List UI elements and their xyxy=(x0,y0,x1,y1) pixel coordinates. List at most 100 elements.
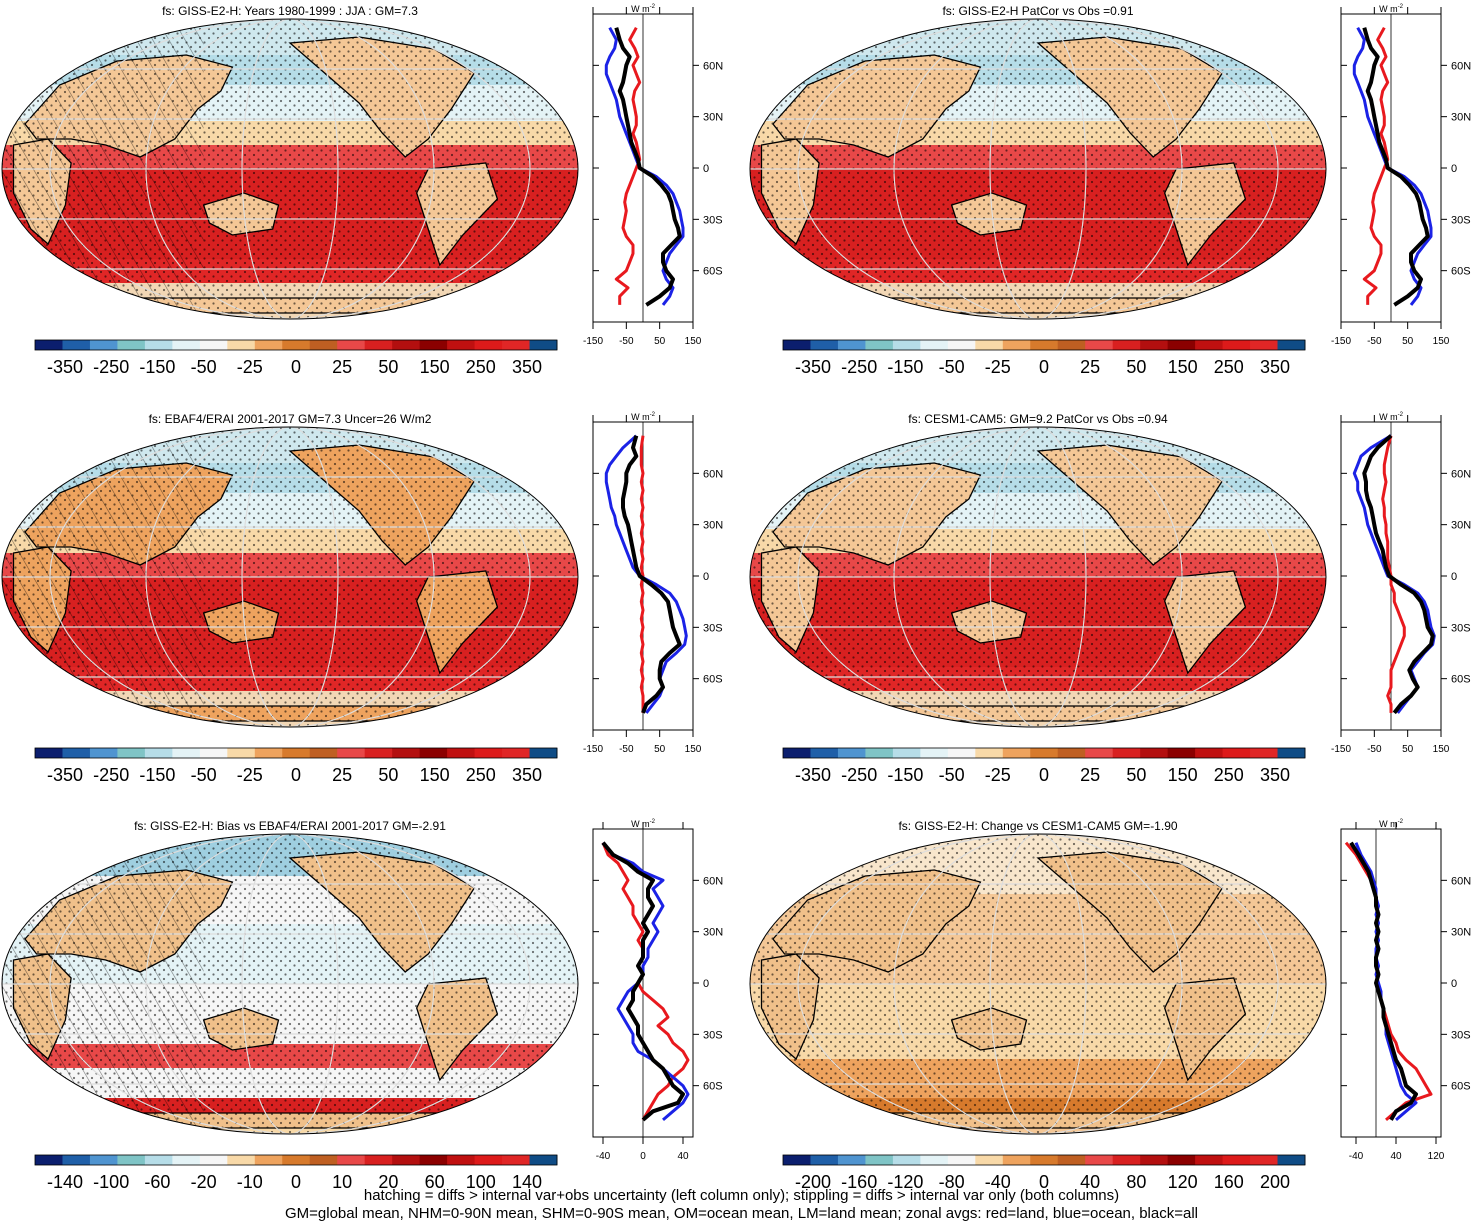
x-tick-label: -40 xyxy=(596,1151,611,1162)
profile-frame xyxy=(1340,828,1442,1138)
colorbar-label: 100 xyxy=(466,1172,496,1192)
colorbar-swatch xyxy=(419,748,448,758)
colorbar-swatch xyxy=(810,1155,839,1165)
y-tick-label: 30N xyxy=(703,112,723,124)
longitude-line xyxy=(241,427,339,727)
colorbar-swatch xyxy=(865,748,894,758)
colorbar-swatch xyxy=(364,748,393,758)
colorbar-swatch xyxy=(1167,1155,1196,1165)
colorbar-label: 0 xyxy=(1039,765,1049,785)
x-tick-label: -150 xyxy=(583,744,603,755)
colorbar-swatch xyxy=(920,1155,949,1165)
colorbar-swatch xyxy=(502,748,531,758)
y-tick-label: 0 xyxy=(703,978,709,990)
colorbar-swatch xyxy=(1250,340,1279,350)
footer-hatching-note: hatching = diffs > internal var+obs unce… xyxy=(363,1187,1120,1204)
colorbar-swatch xyxy=(419,1155,448,1165)
units-exponent: -2 xyxy=(650,412,656,418)
colorbar-swatch xyxy=(1002,340,1031,350)
colorbar-label: -50 xyxy=(191,765,217,785)
x-tick-label: 150 xyxy=(1433,744,1450,755)
colorbar-label: 0 xyxy=(1039,1172,1049,1192)
colorbar-frame xyxy=(782,1154,1306,1166)
x-tick-label: -50 xyxy=(619,744,634,755)
x-tick-label: 50 xyxy=(654,744,666,755)
colorbar-label: 250 xyxy=(1214,357,1244,377)
colorbar-label: 120 xyxy=(1168,1172,1198,1192)
y-tick-label: 30S xyxy=(703,214,723,226)
colorbar-label: 50 xyxy=(378,357,398,377)
colorbar-label: -350 xyxy=(795,357,831,377)
map-outline xyxy=(749,18,1327,320)
colorbar-swatch xyxy=(474,1155,503,1165)
colorbar-swatch xyxy=(810,748,839,758)
all-profile-line xyxy=(601,841,685,1122)
colorbar-swatch xyxy=(865,340,894,350)
profile-units: W m-2 xyxy=(631,4,655,14)
colorbar-swatch xyxy=(865,1155,894,1165)
y-tick-label: 60N xyxy=(1451,60,1471,72)
x-tick-label: -150 xyxy=(583,336,603,347)
y-tick-label: 60S xyxy=(703,266,723,278)
y-tick-label: 30S xyxy=(703,622,723,634)
colorbar-swatch xyxy=(144,1155,173,1165)
y-tick-label: 30N xyxy=(703,520,723,532)
colorbar-label: 350 xyxy=(1260,357,1290,377)
colorbar-swatch xyxy=(1112,340,1141,350)
x-tick-label: 40 xyxy=(1390,1151,1402,1162)
colorbar-frame xyxy=(782,747,1306,759)
y-tick-label: 60N xyxy=(1451,468,1471,480)
colorbar-label: 150 xyxy=(420,765,450,785)
colorbar-swatch xyxy=(309,340,338,350)
longitude-line xyxy=(145,834,435,1134)
y-tick-label: 60N xyxy=(703,875,723,887)
colorbar-swatch xyxy=(975,748,1004,758)
colorbar-label: 25 xyxy=(1080,765,1100,785)
colorbar-label: -20 xyxy=(191,1172,217,1192)
all-profile-line xyxy=(1362,27,1430,307)
colorbar-swatch xyxy=(947,340,976,350)
colorbar-label: 350 xyxy=(1260,765,1290,785)
footer-means-note: GM=global mean, NHM=0-90N mean, SHM=0-90… xyxy=(284,1205,1198,1222)
longitude-line xyxy=(49,834,531,1134)
longitude-line xyxy=(893,19,1183,319)
colorbar-label: -200 xyxy=(795,1172,831,1192)
zonal-profile: 60N 30N 0 30S 60S -150 -50 50 150 W m-2 xyxy=(583,4,723,347)
colorbar-swatch xyxy=(1277,748,1306,758)
colorbar-swatch xyxy=(199,1155,228,1165)
y-tick-label: 0 xyxy=(1451,978,1457,990)
y-tick-label: 30N xyxy=(1451,927,1471,939)
colorbar-swatch xyxy=(254,1155,283,1165)
colorbar-swatch xyxy=(364,340,393,350)
zonal-profile: 60N 30N 0 30S 60S -40 0 40 W m-2 xyxy=(592,819,723,1162)
colorbar-swatch xyxy=(309,1155,338,1165)
longitude-line xyxy=(797,427,1279,727)
colorbar-frame xyxy=(782,339,1306,351)
colorbar-swatch xyxy=(1140,1155,1169,1165)
panel-title: fs: GISS-E2-H PatCor vs Obs =0.91 xyxy=(942,4,1133,18)
units-exponent: -2 xyxy=(1398,412,1404,418)
units-exponent: -2 xyxy=(1398,4,1404,10)
colorbar-swatch xyxy=(337,748,366,758)
colorbar-label: -25 xyxy=(985,765,1011,785)
y-tick-label: 30S xyxy=(1451,1029,1471,1041)
colorbar-label: -10 xyxy=(237,1172,263,1192)
colorbar-swatch xyxy=(947,1155,976,1165)
colorbar-label: -250 xyxy=(841,357,877,377)
colorbar-label: -80 xyxy=(939,1172,965,1192)
colorbar-swatch xyxy=(1195,748,1224,758)
x-tick-label: 150 xyxy=(685,336,702,347)
colorbar-swatch xyxy=(1002,748,1031,758)
longitude-line xyxy=(145,427,435,727)
longitude-line xyxy=(241,19,339,319)
colorbar-swatch xyxy=(1112,1155,1141,1165)
colorbar-label: 160 xyxy=(1214,1172,1244,1192)
colorbar-swatch xyxy=(62,748,91,758)
colorbar-label: 50 xyxy=(378,765,398,785)
colorbar-label: 140 xyxy=(512,1172,542,1192)
y-tick-label: 0 xyxy=(703,571,709,583)
colorbar-swatch xyxy=(783,748,811,758)
colorbar-swatch xyxy=(282,340,311,350)
colorbar-label: -150 xyxy=(139,765,175,785)
longitude-line xyxy=(989,834,1087,1134)
